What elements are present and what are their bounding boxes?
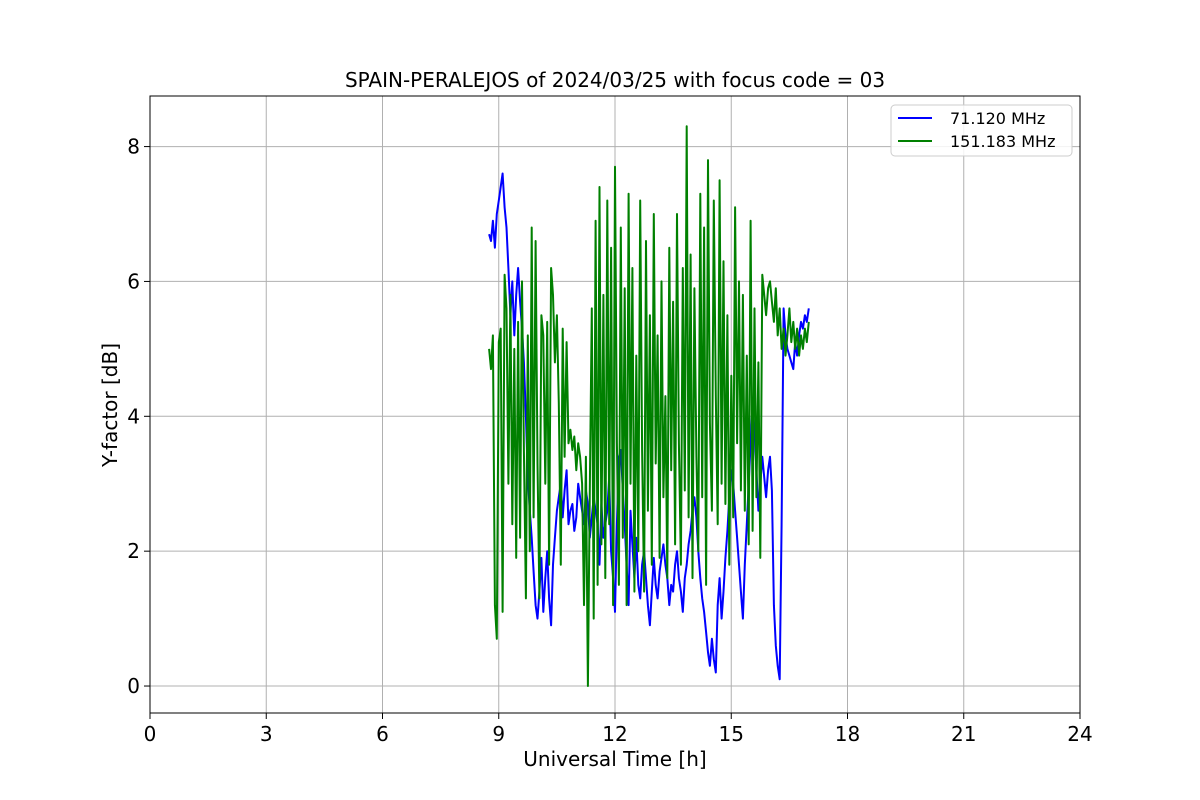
y-tick-label: 8: [127, 135, 140, 159]
chart-title: SPAIN-PERALEJOS of 2024/03/25 with focus…: [345, 68, 885, 92]
x-tick-label: 12: [602, 722, 627, 746]
x-tick-label: 0: [144, 722, 157, 746]
legend-label-151-mhz: 151.183 MHz: [950, 132, 1055, 151]
y-tick-label: 6: [127, 269, 140, 293]
x-tick-label: 15: [719, 722, 744, 746]
x-axis-label: Universal Time [h]: [523, 747, 706, 771]
x-tick-label: 24: [1067, 722, 1092, 746]
legend-box: [890, 104, 1073, 157]
x-tick-label: 3: [260, 722, 273, 746]
y-tick-label: 0: [127, 674, 140, 698]
y-tick-label: 2: [127, 539, 140, 563]
x-tick-label: 18: [835, 722, 860, 746]
legend-label-71-mhz: 71.120 MHz: [950, 109, 1045, 128]
series-line-1: [488, 125, 810, 687]
x-tick-label: 6: [376, 722, 389, 746]
legend: 71.120 MHz 151.183 MHz: [890, 104, 1073, 157]
y-tick-label: 4: [127, 404, 140, 428]
y-axis-label: Y-factor [dB]: [98, 343, 122, 468]
x-tick-label: 9: [492, 722, 505, 746]
x-tick-label: 21: [951, 722, 976, 746]
series-group: [488, 125, 810, 687]
